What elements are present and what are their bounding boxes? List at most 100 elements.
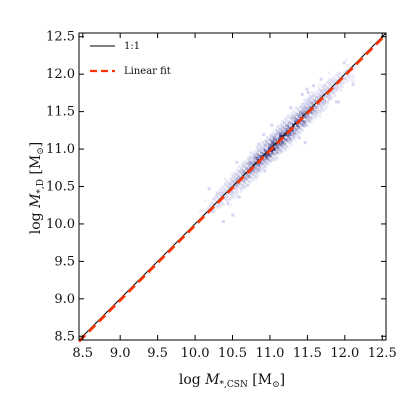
density-cell: [298, 104, 302, 108]
density-cell: [225, 198, 229, 203]
density-outlier: [250, 158, 254, 162]
density-cell: [274, 155, 278, 159]
density-cell: [255, 150, 259, 154]
density-cell: [252, 159, 256, 163]
density-cell: [244, 167, 248, 171]
density-cell: [309, 110, 313, 114]
y-axis-label: log M*,D [M⊙]: [28, 142, 46, 235]
density-cell: [276, 142, 281, 146]
density-cell: [261, 167, 266, 171]
density-cell: [252, 153, 256, 157]
density-outlier: [226, 201, 230, 205]
density-cell: [255, 145, 259, 150]
density-cell: [290, 139, 294, 143]
density-cell: [247, 160, 252, 164]
density-cell: [304, 101, 308, 106]
density-cell: [292, 125, 296, 129]
density-cell: [313, 94, 317, 98]
density-cell: [274, 145, 278, 149]
density-cell: [243, 185, 247, 189]
density-cell: [208, 203, 212, 207]
density-cell: [310, 111, 314, 115]
density-cell: [302, 120, 306, 124]
density-cell: [284, 118, 288, 122]
density-cell: [342, 81, 346, 85]
x-tick-label: 11.0: [255, 346, 284, 361]
density-cell: [261, 152, 266, 156]
density-cell: [319, 110, 323, 114]
density-cell: [326, 95, 330, 99]
density-cell: [276, 131, 280, 135]
density-cell: [260, 150, 264, 154]
density-cell: [332, 91, 336, 95]
density-cell: [275, 156, 279, 160]
density-cell: [235, 194, 239, 198]
density-cell: [296, 130, 300, 134]
density-cell: [241, 164, 245, 168]
density-cell: [331, 90, 335, 95]
density-cell: [351, 68, 355, 72]
density-cell: [221, 186, 225, 191]
density-cell: [239, 166, 244, 170]
density-cell: [270, 151, 274, 155]
density-cell: [296, 108, 300, 112]
density-cell: [268, 153, 272, 157]
y-tick-label: 11.5: [46, 105, 75, 120]
legend-label-linear-fit: Linear fit: [124, 66, 171, 77]
density-cell: [322, 103, 326, 107]
density-cell: [280, 150, 284, 154]
density-cell: [328, 94, 333, 98]
y-tick-label: 9.0: [54, 292, 75, 307]
density-cell: [283, 142, 287, 146]
density-cell: [305, 101, 310, 106]
density-cell: [244, 183, 248, 187]
density-cell: [221, 192, 225, 196]
density-cell: [254, 177, 258, 181]
density-cell: [294, 112, 298, 116]
density-cell: [269, 133, 273, 137]
density-cell: [251, 178, 255, 182]
density-cell: [319, 104, 323, 108]
density-cell: [283, 121, 287, 125]
density-cell: [323, 88, 327, 92]
density-cell: [215, 190, 219, 194]
density-cell: [274, 150, 278, 154]
density-cell: [255, 146, 260, 150]
density-cell: [284, 144, 288, 149]
density-outlier: [270, 123, 274, 127]
density-cell: [325, 86, 329, 90]
density-cell: [293, 138, 297, 142]
density-outlier: [265, 146, 269, 150]
density-cell: [282, 126, 286, 130]
density-cell: [318, 89, 322, 93]
density-cell: [234, 172, 238, 176]
density-cell: [218, 187, 222, 191]
density-cell: [265, 156, 269, 160]
density-cell: [214, 204, 219, 208]
density-cell: [257, 154, 261, 158]
density-cell: [203, 199, 207, 203]
density-cell: [242, 169, 246, 173]
density-cell: [328, 97, 332, 101]
x-tick-label: 12.0: [330, 346, 359, 361]
density-cell: [214, 194, 218, 198]
density-cell: [224, 183, 228, 187]
density-cell: [311, 92, 315, 96]
density-cell: [253, 150, 257, 154]
density-cell: [283, 131, 287, 135]
density-outlier: [221, 220, 225, 224]
density-outlier: [263, 169, 267, 173]
density-outlier: [246, 183, 250, 187]
legend-label-1to1: 1:1: [124, 41, 140, 52]
density-cell: [291, 135, 296, 140]
density-cell: [348, 76, 352, 80]
density-cell: [263, 144, 267, 148]
density-cell: [243, 160, 247, 164]
density-cell: [330, 89, 334, 93]
density-cell: [322, 88, 327, 92]
density-cell: [241, 173, 245, 177]
density-cell: [254, 165, 258, 169]
density-cell: [307, 103, 311, 107]
density-cell: [215, 205, 220, 210]
